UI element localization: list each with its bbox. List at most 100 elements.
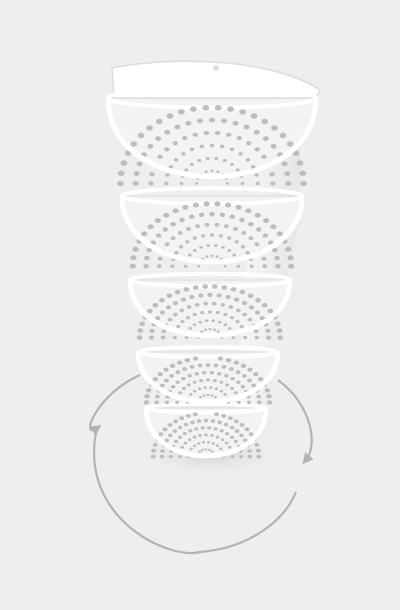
perforation-hole <box>192 323 197 327</box>
perforation-hole <box>229 214 236 219</box>
perforation-hole <box>227 416 233 421</box>
perforation-hole <box>120 160 128 166</box>
perforation-hole <box>211 301 217 306</box>
perforation-hole <box>189 364 195 369</box>
perforation-hole <box>163 367 169 372</box>
perforation-hole <box>269 172 275 177</box>
perforation-hole <box>164 438 170 443</box>
perforation-hole <box>172 312 178 317</box>
perforation-hole <box>209 386 213 389</box>
perforation-hole <box>133 171 140 177</box>
perforation-hole <box>230 162 234 166</box>
perforation-hole <box>164 400 170 405</box>
perforation-hole <box>154 218 161 224</box>
perforation-hole <box>148 335 154 340</box>
perforation-hole <box>225 202 232 208</box>
perforation-hole <box>141 231 148 237</box>
perforation-hole <box>213 395 217 399</box>
perforation-hole <box>259 316 265 321</box>
perforation-hole <box>162 427 168 432</box>
perforation-hole <box>214 156 219 160</box>
perforation-hole <box>161 329 167 334</box>
perforation-hole <box>229 147 235 152</box>
perforation-hole <box>162 227 169 232</box>
perforation-hole <box>195 182 199 185</box>
perforation-hole <box>210 169 214 173</box>
mounting-hole <box>213 65 219 71</box>
perforation-hole <box>213 244 218 248</box>
perforation-hole <box>194 302 200 307</box>
perforation-hole <box>154 394 160 399</box>
tray-front-lip <box>135 351 281 404</box>
perforation-hole <box>239 454 244 459</box>
perforation-hole <box>179 181 184 186</box>
perforation-hole <box>172 335 177 340</box>
perforation-hole <box>240 384 246 389</box>
perforation-hole <box>170 236 176 241</box>
tray-3 <box>127 271 293 340</box>
perforation-hole <box>256 400 262 405</box>
perforation-hole <box>177 455 182 459</box>
perforation-hole <box>190 162 194 166</box>
perforation-hole <box>241 374 247 378</box>
perforation-hole <box>274 321 281 327</box>
perforation-hole <box>219 144 225 149</box>
perforation-hole <box>229 315 234 320</box>
perforation-hole <box>215 255 219 258</box>
perforation-hole <box>214 104 222 111</box>
perforation-hole <box>183 422 189 427</box>
perforation-hole <box>149 172 155 177</box>
perforation-hole <box>198 293 204 298</box>
perforation-hole <box>192 312 197 317</box>
perforation-hole <box>223 422 229 427</box>
perforation-hole <box>157 371 163 377</box>
perforation-hole <box>227 236 232 240</box>
perforation-hole <box>225 294 231 300</box>
perforation-hole <box>235 308 241 313</box>
perforation-hole <box>146 247 152 253</box>
perforation-hole <box>210 434 214 437</box>
perforation-hole <box>200 310 205 315</box>
perforation-hole <box>199 245 203 249</box>
perforation-hole <box>209 143 215 148</box>
perforation-hole <box>261 118 269 125</box>
perforation-hole <box>176 324 181 329</box>
perforation-hole <box>137 132 145 139</box>
perforation-hole <box>172 140 178 146</box>
perforation-hole <box>192 202 199 208</box>
perforation-hole <box>263 218 270 224</box>
perforation-hole <box>209 233 215 237</box>
perforation-hole <box>182 135 188 141</box>
perforation-hole <box>223 323 228 327</box>
perforation-hole <box>144 255 150 261</box>
perforation-hole <box>218 234 223 238</box>
perforation-hole <box>214 412 220 417</box>
perforation-hole <box>159 454 165 459</box>
perforation-hole <box>201 441 206 444</box>
perforation-hole <box>185 240 190 244</box>
perforation-hole <box>186 315 191 320</box>
perforation-hole <box>169 374 175 378</box>
perforation-hole <box>248 305 255 310</box>
perforation-hole <box>232 120 239 126</box>
perforation-hole <box>205 156 210 160</box>
perforation-hole <box>286 141 294 147</box>
perforation-hole <box>215 444 220 448</box>
perforation-hole <box>234 429 240 433</box>
perforation-hole <box>175 370 181 375</box>
perforation-hole <box>136 335 143 340</box>
perforation-hole <box>189 392 193 396</box>
perforation-hole <box>139 321 146 327</box>
perforation-hole <box>181 386 186 390</box>
perforation-hole <box>192 380 197 384</box>
perforation-hole <box>194 427 199 431</box>
perforation-hole <box>160 335 166 340</box>
tray-stack <box>105 60 321 459</box>
perforation-hole <box>221 413 227 418</box>
perforation-hole <box>185 120 192 126</box>
perforation-hole <box>285 246 292 252</box>
perforation-hole <box>217 320 222 324</box>
perforation-hole <box>179 217 185 223</box>
perforation-hole <box>243 335 248 340</box>
